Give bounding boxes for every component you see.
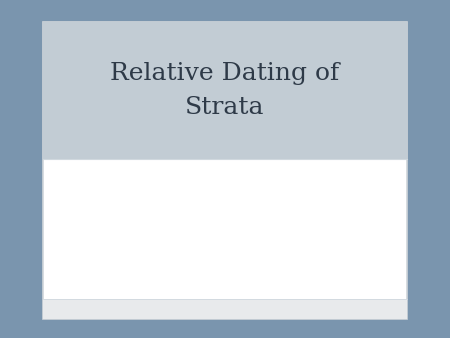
Bar	[43, 298, 407, 319]
Text: Relative Dating of
Strata: Relative Dating of Strata	[110, 62, 340, 119]
Bar	[43, 22, 407, 319]
Bar	[43, 22, 407, 159]
